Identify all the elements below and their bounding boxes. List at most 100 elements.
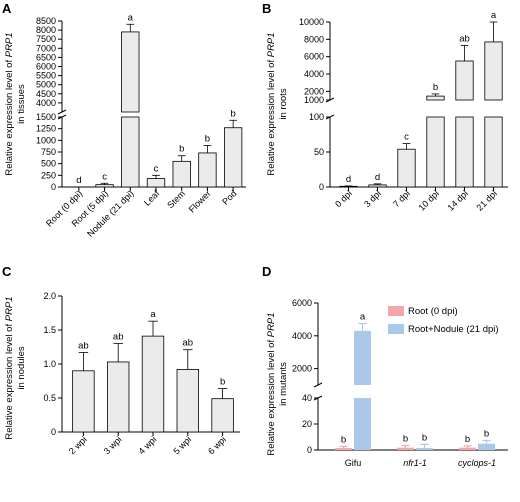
panel-c-significance-letter: b (220, 376, 225, 387)
panel-c-significance-letter: a (150, 309, 156, 320)
panel-d-y-tick-label: 20 (302, 419, 312, 429)
panel-a-y-tick-label: 250 (41, 170, 56, 180)
panel-d-bar (478, 443, 495, 450)
panel-b-y-tick-label: 100 (309, 112, 324, 122)
panel-b-bar (368, 184, 387, 188)
panel-b-y-tick-label: 1000 (304, 95, 324, 105)
panel-d-y-tick-label: 6000 (292, 298, 312, 308)
panel-c-bar (141, 335, 165, 433)
panel-a-significance-letter: c (154, 163, 159, 174)
panel-c-y-tick-label: 1.5 (43, 325, 56, 335)
panel-c-significance-letter: ab (113, 332, 124, 343)
panel-b-significance-letter: d (375, 172, 380, 183)
panel-d-bar (416, 448, 433, 450)
panel-b-y-label-line-2: in roots (278, 88, 289, 119)
panel-d-y-label-line-2: in mutants (278, 362, 289, 406)
panel-c-y-label-line-1: Relative expression level of PRP1 (4, 296, 15, 439)
panel-a-significance-letter: d (76, 175, 81, 186)
panel-a-y-tick-label: 7000 (36, 43, 56, 53)
panel-d-bar (397, 447, 414, 450)
ylabel-gene-name: PRP1 (266, 32, 277, 57)
panel-b-y-tick-label: 50 (314, 147, 324, 157)
panel-d-significance-letter: b (422, 432, 427, 443)
panel-b-x-tick-label: 14 dpi (445, 188, 469, 212)
panel-b-y-tick-label: 0 (319, 182, 324, 192)
panel-d-legend-label: Root+Nodule (21 dpi) (408, 324, 499, 335)
panel-b-x-tick-label: 0 dpi (333, 188, 354, 209)
ylabel-gene-name: PRP1 (266, 312, 277, 337)
panel-d-y-tick-label: 4000 (292, 331, 312, 341)
panel-b-y-tick-label: 6000 (304, 52, 324, 62)
panel-letter-a: A (2, 1, 12, 16)
panel-a-y-tick-label: 8000 (36, 25, 56, 35)
panel-a-x-tick-label: Flower (187, 188, 213, 214)
panel-a-y-label-line-1: Relative expression level of PRP1 (4, 32, 15, 175)
panel-a-significance-letter: a (128, 12, 134, 23)
panel-b-bar (455, 116, 474, 188)
panel-d-x-tick-label: cyclops-1 (458, 458, 496, 468)
panel-d-x-tick-label: nfr1-1 (403, 458, 427, 468)
panel-a-axis-break-mark (57, 114, 67, 120)
panel-d-significance-letter: b (403, 433, 408, 444)
panel-d-axis-break-mark (313, 395, 323, 401)
panel-a-y-tick-label: 0 (51, 182, 56, 192)
panel-a-y-tick-label: 8500 (36, 16, 56, 26)
panel-c-x-tick-label: 5 wpi (171, 434, 193, 456)
panel-c-significance-letter: ab (183, 338, 194, 349)
panel-a-bar (198, 152, 217, 188)
panel-b-significance-letter: d (346, 174, 351, 185)
ylabel-gene-name: PRP1 (4, 296, 15, 321)
panel-c-bar (107, 361, 130, 433)
panel-b-bar (397, 148, 416, 188)
panel-c-significance-letter: ab (78, 340, 89, 351)
panel-a-y-tick-label: 6000 (36, 62, 56, 72)
panel-b-significance-letter: c (404, 132, 409, 143)
panel-a-significance-letter: b (205, 133, 210, 144)
panel-d-legend-swatch (388, 306, 404, 316)
panel-c-bar (176, 369, 199, 433)
panel-d-significance-letter: b (341, 434, 346, 445)
panel-b-y-tick-label: 10000 (299, 17, 324, 27)
ylabel-gene-name: PRP1 (4, 32, 15, 57)
panel-d-y-tick-label: 0 (307, 445, 312, 455)
panel-d-bar (335, 448, 352, 450)
panel-b-y-label-line-1: Relative expression level of PRP1 (266, 32, 277, 175)
panel-a-bar (95, 184, 114, 188)
ylabel-text: Relative expression level of (4, 321, 15, 439)
panel-b-x-tick-label: 3 dpi (362, 188, 383, 209)
panel-a-y-tick-label: 1250 (36, 124, 56, 134)
panel-letter-c: C (2, 264, 12, 279)
panel-a-y-tick-label: 5000 (36, 80, 56, 90)
panel-d-x-tick-label: Gifu (345, 458, 362, 468)
panel-b-axis-break-mark (325, 114, 335, 120)
panel-d-y-tick-label: 2000 (292, 364, 312, 374)
panel-a-bar (121, 31, 140, 113)
panel-a-y-tick-label: 4500 (36, 89, 56, 99)
panel-d-significance-letter: b (465, 434, 470, 445)
panel-a-y-tick-label: 7500 (36, 34, 56, 44)
panel-b-y-tick-label: 4000 (304, 69, 324, 79)
panel-c-bar (72, 370, 95, 433)
panel-b-bar (426, 116, 445, 188)
panel-letter-b: B (262, 1, 271, 16)
panel-a-bar (172, 160, 191, 188)
panel-a-significance-letter: b (230, 108, 235, 119)
panel-b-axis-break-mark (325, 97, 335, 103)
panel-c-x-tick-label: 3 wpi (102, 434, 124, 456)
panel-a-y-tick-label: 750 (41, 147, 56, 157)
panel-c-y-tick-label: 0 (51, 427, 56, 437)
panel-a-x-tick-label: Stem (165, 188, 187, 210)
panel-a-y-tick-label: 4000 (36, 98, 56, 108)
panel-d-axis-break-mark (313, 382, 323, 388)
panel-b-bar (339, 185, 358, 188)
panel-a-y-tick-label: 1500 (36, 112, 56, 122)
panel-b-x-tick-label: 21 dpi (474, 188, 498, 212)
panel-b-significance-letter: a (491, 10, 497, 21)
panel-c-y-tick-label: 1.0 (43, 359, 56, 369)
panel-a-significance-letter: c (102, 171, 107, 182)
panel-c-bar (211, 398, 234, 433)
panel-d-significance-letter: a (360, 312, 366, 323)
panel-a-x-tick-label: Pod (220, 188, 238, 206)
panel-c-y-label-line-2: in nodules (16, 346, 27, 390)
panel-a-x-tick-label: Leaf (142, 188, 162, 208)
